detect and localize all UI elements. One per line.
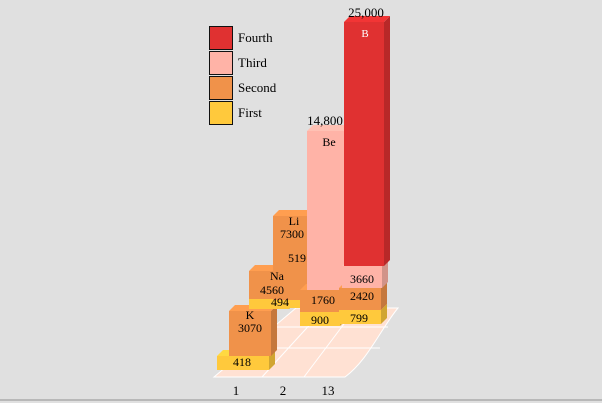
bar-be-third-top [307, 125, 351, 131]
legend-swatch-third [209, 50, 233, 75]
label-k-second: 3070 [238, 321, 262, 335]
bar-b-second [339, 288, 381, 310]
bar-b-first [339, 310, 381, 324]
bar-b-third-side [382, 260, 388, 288]
label-b-second: 2420 [350, 289, 374, 303]
legend-item-second: Second [209, 75, 276, 100]
x-tick-label: 13 [322, 383, 335, 398]
label-be-element: Be [322, 135, 335, 149]
label-li-first: 519 [288, 251, 306, 265]
legend-label-second: Second [238, 79, 277, 95]
bar-b-first-side [381, 304, 387, 324]
legend-label-third: Third [238, 54, 267, 70]
bar-b-second-side [381, 282, 387, 310]
bar-be-first [300, 312, 340, 326]
legend-swatch-first [209, 100, 233, 125]
bar-b-third [342, 266, 382, 288]
bar-b-fourth [344, 22, 384, 266]
legend-label-first: First [238, 104, 262, 120]
bar-na-first [249, 299, 289, 309]
label-be-third: 14,800 [307, 113, 343, 128]
bar-1-first [217, 356, 269, 370]
legend-item-fourth: Fourth [209, 25, 276, 50]
label-b-element: B [361, 28, 368, 40]
legend-item-first: First [209, 100, 276, 125]
legend-item-third: Third [209, 50, 276, 75]
bar-li-second [273, 216, 309, 300]
bar-li-second-top [273, 210, 315, 216]
label-na-second: 4560 [260, 283, 284, 297]
label-na-first: 494 [271, 295, 289, 309]
label-b-first: 799 [350, 311, 368, 325]
label-be-second: 1760 [311, 293, 335, 307]
legend: Fourth Third Second First [209, 25, 276, 125]
label-k-element: K [246, 308, 255, 322]
label-li-second: 7300 [280, 227, 304, 241]
label-b-fourth: 25,000 [348, 5, 384, 20]
bar-b-fourth-top [344, 16, 390, 22]
label-li-element: Li [289, 214, 300, 228]
x-tick-label: 2 [280, 383, 287, 398]
x-tick-label: 1 [233, 383, 240, 398]
label-k-first: 418 [233, 355, 251, 369]
bar-be-second [300, 290, 340, 312]
bar-k-second-side [271, 305, 277, 356]
label-na-element: Na [270, 269, 285, 283]
bar-b-fourth-side [384, 16, 390, 266]
bar-li-first [273, 300, 309, 308]
label-b-third: 3660 [350, 272, 374, 286]
legend-swatch-fourth [209, 25, 233, 50]
label-be-first: 900 [311, 313, 329, 327]
legend-label-fourth: Fourth [238, 29, 273, 45]
bar-k-second [229, 311, 271, 356]
legend-swatch-second [209, 75, 233, 100]
bar-be-third [307, 131, 345, 290]
